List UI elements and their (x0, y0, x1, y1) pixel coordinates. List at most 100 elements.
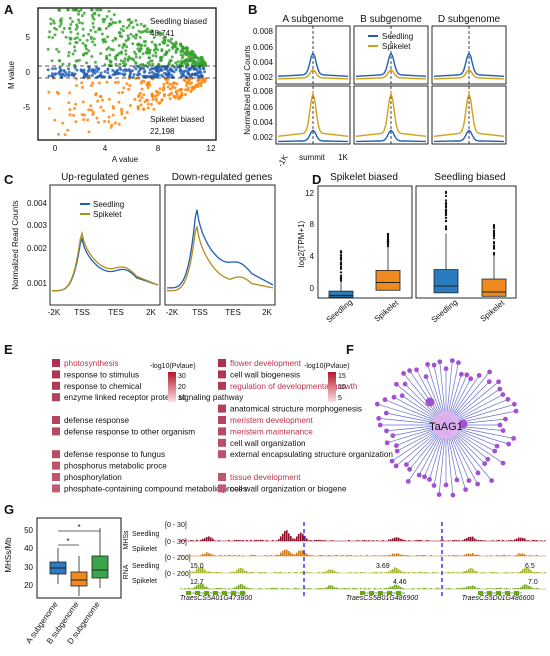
ma-point (74, 27, 78, 31)
ma-point (102, 40, 105, 44)
track-signal-bar (510, 539, 512, 541)
rna-value-5: 4.46 (393, 579, 407, 586)
ma-point (73, 66, 77, 70)
panel-b-series-seedling (356, 129, 426, 143)
track-signal-bar (532, 571, 534, 573)
ma-point (90, 55, 94, 58)
ma-point (143, 24, 147, 28)
track-signal-bar (212, 572, 214, 573)
ma-point (119, 59, 123, 63)
track-signal-bar (304, 587, 306, 589)
track-signal-bar (332, 540, 334, 541)
ma-point (162, 94, 166, 98)
track-signal-bar (322, 540, 324, 541)
ma-point (99, 71, 103, 75)
track-signal-bar (258, 572, 260, 573)
ma-point (172, 81, 176, 85)
track-signal-bar (534, 588, 536, 589)
ma-point (74, 59, 78, 63)
track-signal-bar (308, 572, 310, 573)
track-signal-bar (494, 588, 496, 589)
track-signal-bar (498, 555, 500, 556)
ma-point (58, 69, 62, 73)
ma-point (77, 12, 80, 16)
track-signal-bar (508, 540, 510, 541)
track-signal-bar (356, 540, 358, 541)
track-signal-bar (476, 554, 478, 556)
network-node (466, 478, 472, 483)
track-signal-bar (234, 587, 236, 589)
ma-point (73, 49, 77, 53)
ma-point (93, 71, 97, 75)
panel-d-outlier (339, 257, 343, 260)
track-signal-bar (460, 588, 462, 589)
ma-point (175, 63, 179, 67)
track-signal-bar (212, 588, 214, 589)
ma-point (142, 40, 146, 44)
track-signal-bar (306, 553, 308, 556)
track-signal-bar (396, 537, 398, 541)
track-signal-bar (428, 540, 430, 541)
track-signal-bar (372, 572, 374, 573)
track-signal-bar (506, 540, 508, 541)
track-signal-bar (318, 571, 320, 573)
track-signal-bar (522, 553, 524, 556)
ma-point (126, 57, 130, 61)
ma-point (92, 37, 96, 41)
track-signal-bar (400, 570, 402, 573)
ma-point (174, 68, 178, 72)
track-signal-bar (416, 540, 418, 541)
track-signal-bar (474, 538, 476, 541)
track-signal-bar (358, 540, 360, 541)
track-signal-bar (332, 569, 334, 573)
ma-point (148, 59, 152, 63)
panel-a-xtick-1: 0 (53, 144, 58, 153)
track-signal-bar (206, 571, 208, 573)
panel-c-legend-seedling: Seedling (93, 200, 124, 209)
ma-point (179, 50, 183, 54)
track-signal-bar (288, 533, 290, 541)
network-node (456, 360, 461, 366)
track-name-2: Spikelet (132, 546, 157, 553)
network-node (401, 371, 406, 376)
track-signal-bar (212, 538, 214, 541)
ma-point (82, 11, 86, 15)
panel-c-xtick-8: 2K (262, 308, 272, 317)
ma-point (118, 62, 122, 66)
ma-point (108, 74, 111, 78)
track-signal-bar (218, 588, 220, 589)
track-signal-bar (246, 587, 248, 589)
panel-g-boxplot: * * 50 40 30 20 MHSs/Mb A subgenome B su… (4, 517, 122, 646)
track-signal-bar (464, 554, 466, 556)
track-signal-bar (300, 572, 302, 573)
ma-point (91, 113, 95, 116)
go-swatch-right (218, 416, 226, 424)
ma-point (53, 72, 57, 76)
ma-point (138, 35, 142, 39)
ma-point (71, 52, 75, 56)
ma-point (141, 52, 145, 56)
ma-point (172, 70, 176, 74)
track-signal-bar (480, 540, 482, 541)
ma-point (92, 25, 96, 29)
ma-point (84, 44, 88, 48)
rna-value-2: 3.69 (376, 563, 390, 570)
panel-e-go-terms: photosynthesis response to stimulus respon… (52, 359, 393, 493)
track-signal-bar (384, 588, 386, 589)
panel-c-legend-spikelet: Spikelet (93, 210, 122, 219)
ma-point (127, 87, 131, 91)
track-signal-bar (250, 572, 252, 573)
ma-point (134, 61, 138, 65)
track-signal-bar (530, 570, 532, 573)
ma-point (69, 37, 73, 41)
ma-point (94, 92, 98, 96)
track-signal-bar (230, 555, 232, 556)
track-signal-bar (416, 555, 418, 556)
panel-b-title-b: B subgenome (360, 14, 422, 25)
panel-f-network: TaAG1 (374, 358, 519, 498)
ma-point (148, 56, 152, 60)
track-signal-bar (422, 572, 424, 573)
panel-b-ytick-1: 0.008 (253, 27, 274, 36)
panel-g-box (70, 571, 88, 587)
ma-point (137, 42, 141, 46)
